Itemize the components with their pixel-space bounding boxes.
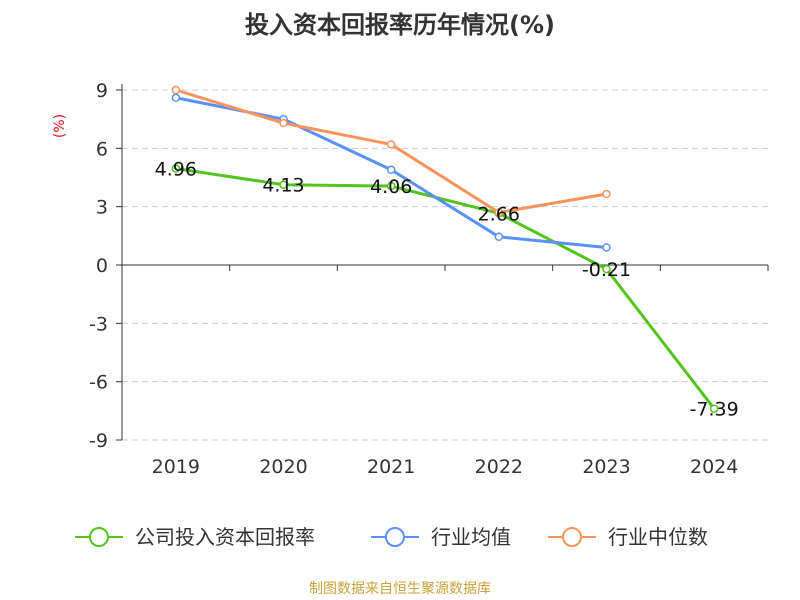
legend-label: 行业均值 bbox=[431, 525, 511, 549]
legend: 公司投入资本回报率 行业均值 行业中位数 bbox=[75, 525, 708, 549]
legend-marker bbox=[562, 527, 582, 547]
y-tick-label: 3 bbox=[96, 197, 108, 219]
x-tick-label: 2023 bbox=[582, 456, 630, 478]
data-point bbox=[602, 189, 611, 199]
data-point bbox=[171, 85, 181, 95]
y-tick-label: -3 bbox=[89, 313, 108, 335]
data-label: -0.21 bbox=[582, 259, 631, 281]
chart-title: 投入资本回报率历年情况(%) bbox=[245, 11, 555, 39]
data-point bbox=[171, 93, 181, 103]
legend-label: 公司投入资本回报率 bbox=[135, 525, 315, 549]
y-axis-label: (%) bbox=[52, 114, 68, 138]
data-point bbox=[386, 140, 396, 149]
data-point bbox=[386, 165, 396, 174]
data-point bbox=[494, 232, 504, 242]
source-note: 制图数据来自恒生聚源数据库 bbox=[309, 581, 491, 597]
data-label: -7.39 bbox=[690, 399, 739, 421]
data-point bbox=[709, 404, 719, 413]
data-label: 4.96 bbox=[155, 159, 197, 181]
x-tick-label: 2022 bbox=[475, 456, 523, 478]
data-labels: 4.96 4.13 4.06 2.66 -0.21 -7.39 bbox=[155, 159, 739, 421]
y-tick-label: 0 bbox=[96, 255, 108, 277]
y-tick-label: 6 bbox=[96, 138, 108, 160]
data-label: 2.66 bbox=[478, 203, 520, 225]
data-point bbox=[602, 264, 611, 274]
x-tick-label: 2020 bbox=[259, 456, 307, 478]
x-tick-label: 2021 bbox=[367, 456, 415, 478]
x-tick-label: 2019 bbox=[152, 456, 200, 478]
data-label: 4.13 bbox=[262, 175, 304, 197]
y-tick-label: -9 bbox=[89, 430, 108, 452]
x-tick-label: 2024 bbox=[690, 456, 738, 478]
axes: 9 6 3 0 -3 -6 -9 2019 2020 2021 2022 2023 2024 bbox=[89, 80, 769, 478]
y-tick-label: -6 bbox=[89, 372, 108, 394]
data-point bbox=[279, 118, 288, 128]
data-point bbox=[279, 180, 288, 189]
series-layer bbox=[171, 85, 719, 413]
data-label: 4.06 bbox=[370, 176, 412, 198]
data-point bbox=[602, 243, 611, 252]
grid-lines bbox=[122, 89, 768, 441]
legend-marker bbox=[89, 527, 109, 547]
data-point bbox=[386, 181, 396, 191]
data-point bbox=[171, 164, 181, 173]
y-tick-label: 9 bbox=[96, 80, 108, 102]
legend-label: 行业中位数 bbox=[608, 525, 708, 549]
series-line bbox=[175, 167, 716, 410]
legend-marker bbox=[385, 527, 405, 547]
data-point bbox=[494, 208, 504, 217]
